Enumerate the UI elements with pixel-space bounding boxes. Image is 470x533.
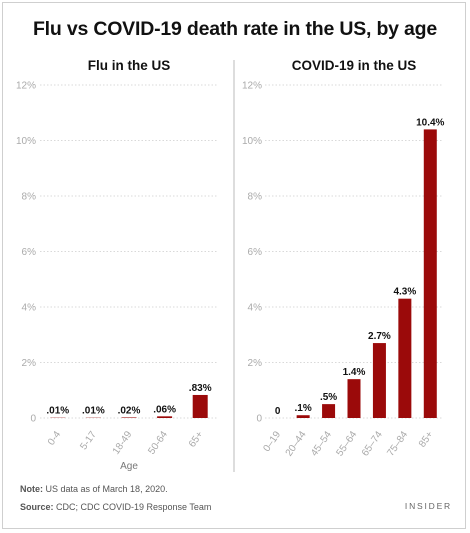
covid-x-tick-label: 55–64 [334, 429, 359, 458]
flu-data-label: .01% [82, 406, 105, 417]
covid-bar [372, 343, 386, 418]
covid-x-tick-label: 0–19 [261, 429, 283, 454]
flu-x-tick-label: 65+ [187, 429, 206, 449]
flu-data-label: .83% [189, 383, 212, 394]
chart-source: Source: CDC; CDC COVID-19 Response Team [20, 502, 211, 512]
covid-data-label: .1% [295, 403, 312, 414]
note-text: US data as of March 18, 2020. [45, 484, 168, 494]
covid-bar [296, 415, 310, 418]
covid-y-tick-label: 4% [248, 303, 263, 314]
covid-data-label: .5% [320, 392, 337, 403]
covid-data-label: 10.4% [416, 117, 444, 128]
flu-x-axis-title: Age [120, 461, 138, 472]
covid-y-tick-label: 12% [242, 81, 262, 92]
flu-x-tick-label: 18-49 [111, 429, 135, 457]
covid-bar [322, 404, 336, 418]
chart-note: Note: US data as of March 18, 2020. [20, 484, 168, 494]
flu-y-tick-label: 10% [16, 136, 36, 147]
covid-x-tick-label: 75–84 [385, 429, 410, 458]
flu-data-label: .06% [153, 404, 176, 415]
note-label: Note: [20, 484, 43, 494]
flu-data-label: .01% [46, 406, 69, 417]
flu-x-tick-label: 50-64 [146, 429, 170, 457]
covid-bar [347, 379, 361, 418]
flu-x-tick-label: 5-17 [78, 429, 99, 452]
flu-y-tick-label: 2% [22, 358, 37, 369]
covid-data-label: 2.7% [368, 331, 391, 342]
source-text: CDC; CDC COVID-19 Response Team [56, 502, 212, 512]
flu-y-tick-label: 6% [22, 247, 37, 258]
covid-x-tick-label: 45–54 [309, 429, 334, 458]
flu-data-label: .02% [118, 405, 141, 416]
covid-data-label: 0 [275, 406, 281, 417]
covid-y-tick-label: 10% [242, 136, 262, 147]
flu-y-tick-label: 12% [16, 81, 36, 92]
covid-y-tick-label: 6% [248, 247, 263, 258]
covid-bar [398, 298, 412, 418]
covid-data-label: 4.3% [393, 287, 416, 298]
covid-data-label: 1.4% [343, 367, 366, 378]
covid-x-tick-label: 65–74 [360, 429, 385, 458]
covid-panel-title: COVID-19 in the US [292, 58, 417, 73]
brand-logo: INSIDER [404, 501, 452, 511]
flu-bar [157, 416, 173, 418]
covid-x-tick-label: 20–44 [284, 429, 309, 458]
chart-title: Flu vs COVID-19 death rate in the US, by… [32, 18, 438, 40]
flu-bar [192, 394, 208, 418]
covid-y-tick-label: 8% [248, 192, 263, 203]
flu-y-tick-label: 4% [22, 303, 37, 314]
covid-x-tick-label: 85+ [417, 429, 436, 449]
flu-bar [121, 417, 137, 418]
covid-y-tick-label: 2% [248, 358, 263, 369]
flu-panel-title: Flu in the US [88, 58, 171, 73]
flu-y-tick-label: 8% [22, 192, 37, 203]
source-label: Source: [20, 502, 54, 512]
flu-x-tick-label: 0-4 [46, 429, 64, 448]
covid-y-tick-label: 0 [256, 414, 262, 425]
flu-y-tick-label: 0 [30, 414, 36, 425]
covid-bar [423, 129, 437, 418]
chart-frame [2, 2, 466, 529]
